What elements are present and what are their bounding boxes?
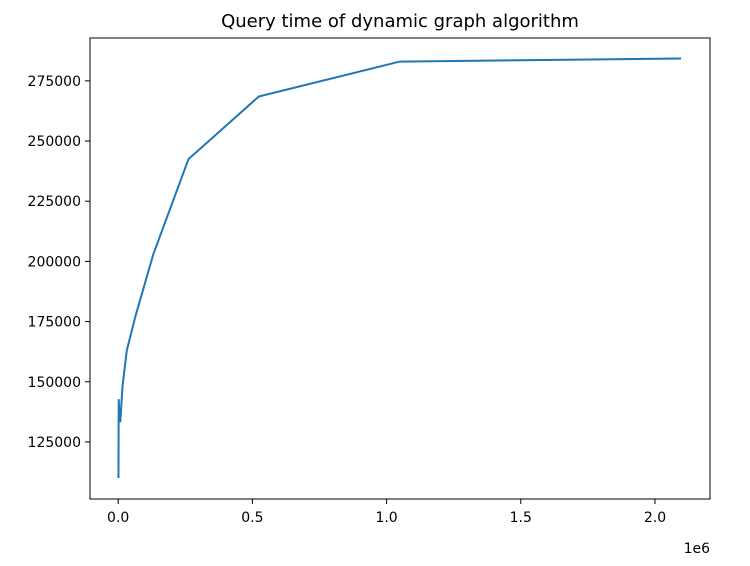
x-tick-label: 0.0 <box>107 510 129 526</box>
x-tick-label: 1.0 <box>375 510 397 526</box>
x-tick-label: 2.0 <box>644 510 666 526</box>
x-axis: 0.0 0.5 1.0 1.5 2.0 <box>107 499 666 526</box>
y-tick-label: 250000 <box>28 134 81 150</box>
plot-series <box>117 57 682 479</box>
chart-title: Query time of dynamic graph algorithm <box>221 11 579 32</box>
x-tick-label: 1.5 <box>510 510 532 526</box>
y-tick-label: 225000 <box>28 194 81 210</box>
y-tick-label: 125000 <box>28 435 81 451</box>
y-axis: 125000 150000 175000 200000 225000 250000 2750… <box>28 74 90 451</box>
y-tick-label: 200000 <box>28 254 81 270</box>
x-axis-offset-label: 1e6 <box>684 541 711 557</box>
series-line <box>117 57 682 479</box>
y-tick-label: 175000 <box>28 315 81 331</box>
y-tick-label: 275000 <box>28 74 81 90</box>
x-tick-label: 0.5 <box>241 510 263 526</box>
axes-frame <box>89 37 711 500</box>
y-tick-label: 150000 <box>28 375 81 391</box>
